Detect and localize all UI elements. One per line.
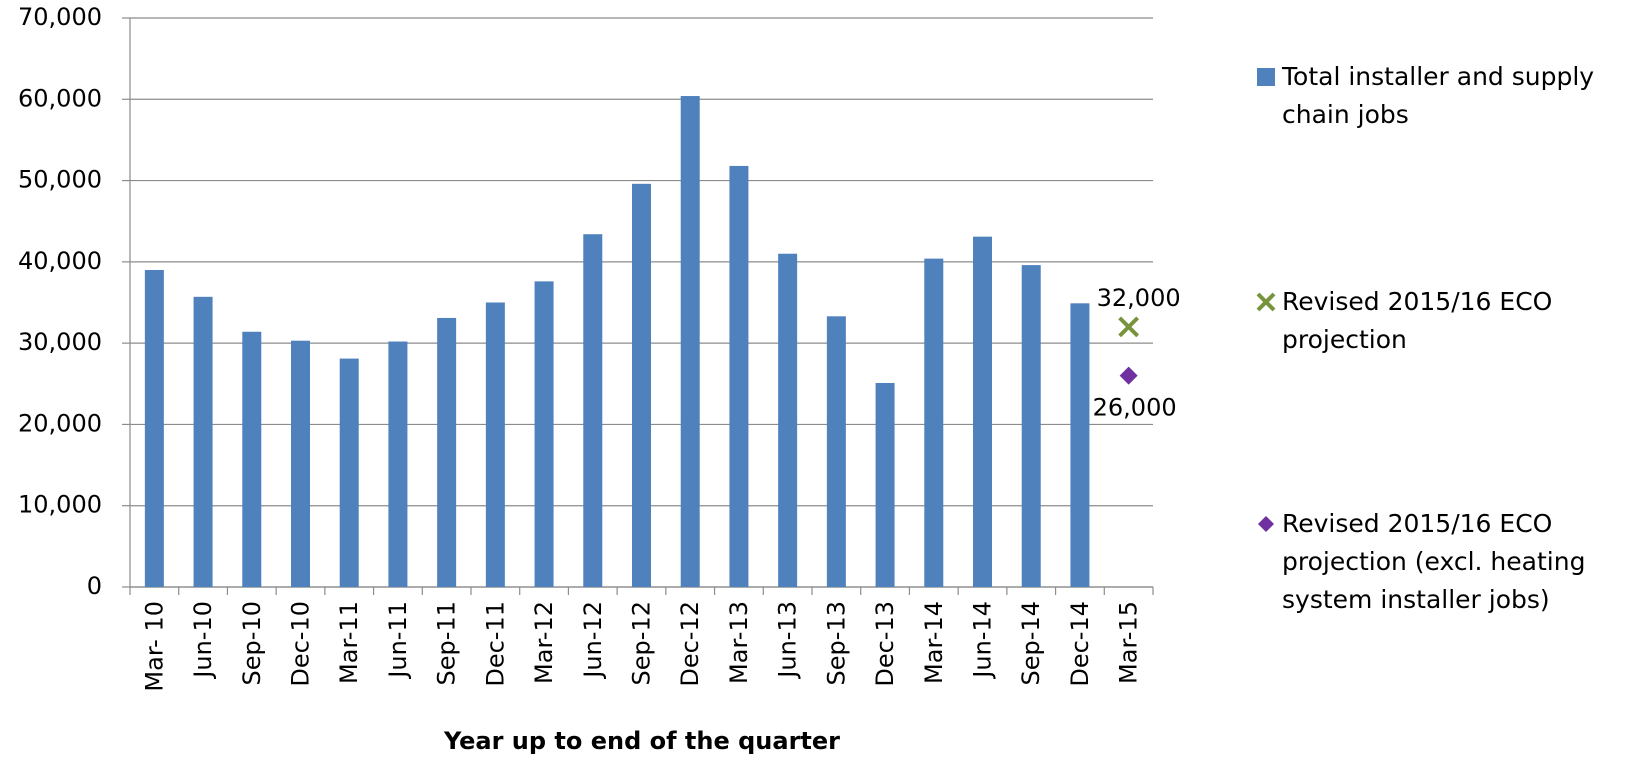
bar (778, 253, 798, 587)
legend-label: Total installer and supply chain jobs (1282, 62, 1595, 129)
bar (1070, 303, 1090, 587)
bar (339, 358, 359, 587)
x-tick-label: Jun-14 (969, 601, 997, 680)
bar (534, 281, 554, 587)
x-axis-title: Year up to end of the quarter (443, 727, 840, 755)
bar (193, 296, 213, 587)
y-tick-label: 30,000 (18, 328, 102, 356)
x-tick-label: Dec-14 (1066, 601, 1094, 687)
x-tick-label: Jun-13 (774, 601, 802, 680)
bar (388, 341, 408, 587)
x-tick-label: Sep-13 (822, 601, 850, 685)
x-tick-label: Dec-12 (676, 601, 704, 687)
x-tick-label: Mar-15 (1115, 601, 1143, 684)
x-tick-label: Jun-12 (579, 601, 607, 680)
bar (242, 331, 262, 587)
bar (144, 269, 164, 587)
data-label: 32,000 (1097, 284, 1181, 312)
y-tick-label: 10,000 (18, 491, 102, 519)
x-tick-label: Mar-14 (920, 601, 948, 684)
legend-label: Revised 2015/16 ECO projection (1282, 287, 1553, 354)
data-label: 26,000 (1093, 394, 1177, 422)
x-tick-label: Sep-11 (433, 601, 461, 685)
bar (875, 382, 895, 587)
bar (973, 236, 992, 587)
legend-swatch (1256, 292, 1276, 312)
bar (826, 316, 846, 587)
legend-swatch (1257, 68, 1275, 86)
bar (485, 302, 505, 587)
y-tick-label: 50,000 (18, 166, 102, 194)
x-tick-label: Dec-10 (287, 601, 315, 687)
y-tick-label: 20,000 (18, 409, 102, 437)
y-tick-label: 70,000 (18, 3, 102, 31)
legend-swatch (1258, 516, 1274, 532)
bar (291, 340, 310, 587)
y-tick-label: 60,000 (18, 84, 102, 112)
x-tick-label: Jun-11 (384, 601, 412, 680)
bar (924, 258, 944, 587)
x-tick-label: Mar-13 (725, 601, 753, 684)
x-tick-label: Sep-10 (238, 601, 266, 685)
point (1118, 316, 1140, 338)
x-tick-label: Dec-11 (481, 601, 509, 687)
y-tick-label: 0 (87, 572, 102, 600)
x-tick-label: Mar- 10 (140, 601, 168, 692)
point-x (1118, 316, 1140, 338)
x-tick-label: Jun-10 (189, 601, 217, 680)
bar (437, 317, 457, 587)
x-tick-label: Dec-13 (871, 601, 899, 687)
x-tick-label: Sep-12 (628, 601, 656, 685)
point (1119, 366, 1138, 385)
legend-label: Revised 2015/16 ECO projection (excl. he… (1282, 509, 1586, 614)
x-tick-label: Mar-12 (530, 601, 558, 684)
bar (680, 96, 700, 587)
bar (583, 234, 603, 587)
x-tick-label: Sep-14 (1017, 601, 1045, 685)
bar (729, 165, 749, 587)
bar (1021, 265, 1041, 587)
y-tick-label: 40,000 (18, 247, 102, 275)
x-tick-label: Mar-11 (335, 601, 363, 684)
bar (632, 183, 651, 587)
